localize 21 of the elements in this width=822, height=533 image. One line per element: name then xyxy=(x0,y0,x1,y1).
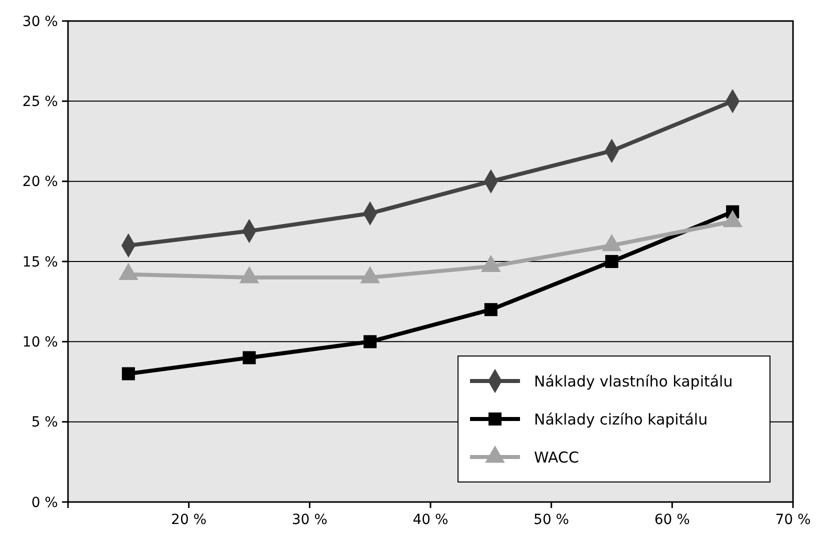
point xyxy=(484,303,498,316)
x-tick-label: 50 % xyxy=(534,512,570,528)
point xyxy=(242,351,256,364)
y-tick-label: 30 % xyxy=(22,14,58,30)
x-tick-label: 30 % xyxy=(292,512,328,528)
point xyxy=(605,254,618,268)
y-tick-label: 5 % xyxy=(31,414,58,431)
y-tick-label: 25 % xyxy=(22,94,58,110)
y-tick-label: 0 % xyxy=(31,494,58,511)
legend-label: Náklady cizího kapitálu xyxy=(534,410,708,428)
y-tick-label: 20 % xyxy=(22,174,58,190)
point xyxy=(122,367,135,380)
point xyxy=(364,335,377,348)
legend-label: Náklady vlastního kapitálu xyxy=(534,372,733,390)
y-tick-label: 10 % xyxy=(22,334,58,351)
x-tick-label: 40 % xyxy=(412,512,448,528)
legend-label: WACC xyxy=(534,448,579,466)
x-tick-label: 70 % xyxy=(775,512,811,528)
y-tick-label: 15 % xyxy=(22,254,58,270)
x-tick-label: 60 % xyxy=(654,512,690,528)
x-tick-label: 20 % xyxy=(171,512,207,528)
